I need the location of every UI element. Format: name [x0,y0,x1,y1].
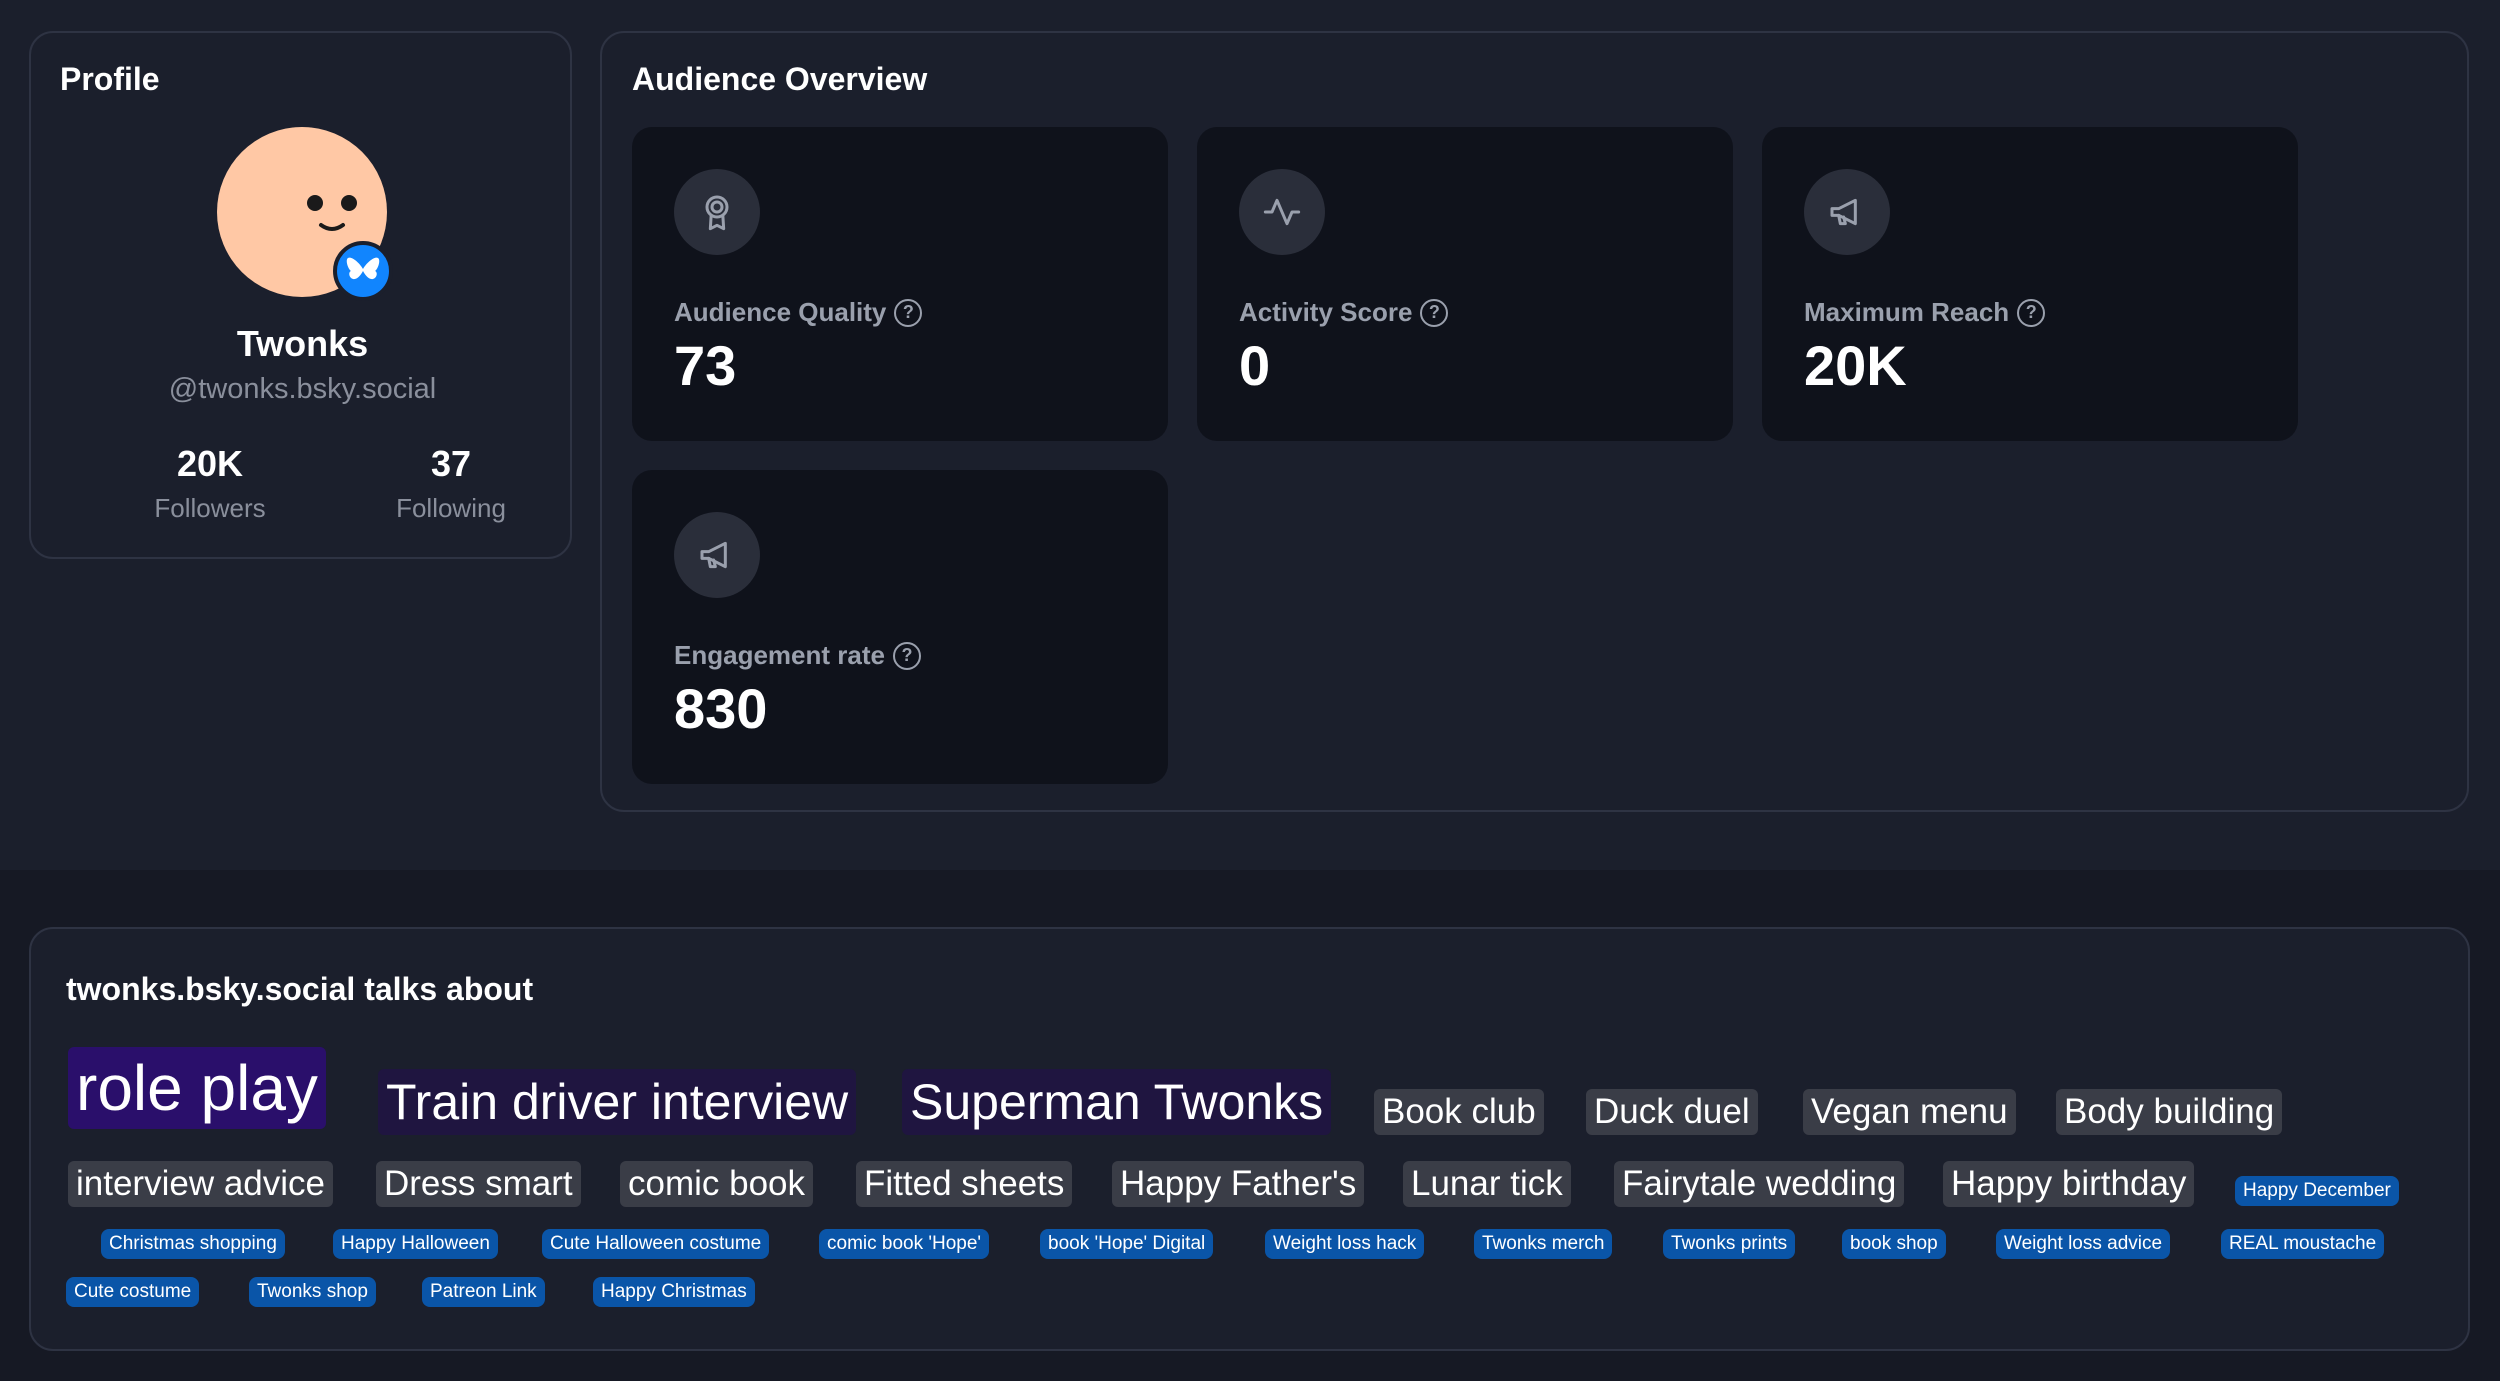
profile-handle[interactable]: @twonks.bsky.social [168,373,437,405]
topics-title: twonks.bsky.social talks about [66,971,534,1007]
topic-tag[interactable]: Happy Halloween [333,1229,498,1259]
metric-label: Maximum Reach [1804,297,2010,327]
metric-label: Engagement rate [674,640,885,670]
topic-tag[interactable]: Twonks prints [1663,1229,1796,1259]
following-stat[interactable]: 37 Following [331,443,571,524]
topic-tag[interactable]: Happy birthday [1943,1161,2195,1207]
topic-tag[interactable]: Weight loss advice [1996,1229,2171,1259]
metric-value: 830 [674,677,768,740]
topic-tag[interactable]: interview advice [68,1161,333,1207]
topic-tag[interactable]: Weight loss hack [1265,1229,1425,1259]
followers-label: Followers [154,493,266,523]
following-count: 37 [430,443,472,484]
metric-maximum-reach: Maximum Reach ? 20K [1762,127,2298,441]
profile-title: Profile [60,61,160,97]
help-icon[interactable]: ? [2017,298,2046,327]
topic-tag[interactable]: Twonks merch [1474,1229,1613,1259]
help-icon[interactable]: ? [1420,298,1449,327]
topic-tag[interactable]: Cute costume [66,1277,200,1307]
topic-tag[interactable]: Fairytale wedding [1614,1161,1905,1207]
topic-tag[interactable]: Dress smart [376,1161,581,1207]
topic-tag[interactable]: Happy December [2235,1176,2399,1206]
megaphone-icon [1804,169,1890,255]
topic-tag[interactable]: Happy Christmas [593,1277,755,1307]
topic-tag[interactable]: Superman Twonks [902,1069,1332,1135]
topic-tag[interactable]: book shop [1842,1229,1946,1259]
topic-tag[interactable]: Body building [2056,1089,2283,1135]
topic-tag[interactable]: book 'Hope' Digital [1040,1229,1214,1259]
metric-value: 73 [674,334,737,397]
topic-tag[interactable]: Christmas shopping [101,1229,285,1259]
help-icon[interactable]: ? [894,298,923,327]
topic-tag[interactable]: Fitted sheets [856,1161,1073,1207]
metric-engagement-rate: Engagement rate ? 830 [632,470,1168,784]
profile-name: Twonks [236,323,369,364]
topic-tag[interactable]: Twonks shop [249,1277,376,1307]
topic-tag[interactable]: Lunar tick [1403,1161,1571,1207]
topic-tag[interactable]: role play [68,1047,326,1129]
topics-card: twonks.bsky.social talks about role play… [29,927,2470,1351]
avatar[interactable] [217,127,393,301]
activity-icon [1239,169,1325,255]
metric-activity-score: Activity Score ? 0 [1197,127,1733,441]
topic-tag[interactable]: REAL moustache [2221,1229,2385,1259]
following-label: Following [396,493,506,523]
metric-label: Audience Quality [674,297,887,327]
metric-label: Activity Score [1239,297,1413,327]
followers-count: 20K [176,443,244,484]
topic-tag[interactable]: Vegan menu [1803,1089,2016,1135]
award-icon [674,169,760,255]
help-icon[interactable]: ? [892,641,921,670]
butterfly-icon [333,241,393,301]
profile-card: Profile Twonks @twonks.bsky.social 20K F… [29,31,572,559]
topic-tag[interactable]: Patreon Link [422,1277,545,1307]
metric-value: 0 [1239,334,1271,397]
topic-tag[interactable]: comic book [620,1161,814,1207]
followers-stat[interactable]: 20K Followers [90,443,330,524]
metric-value: 20K [1804,334,1907,397]
topic-tag[interactable]: Train driver interview [378,1069,857,1135]
topic-tag[interactable]: comic book 'Hope' [819,1229,990,1259]
audience-overview-card: Audience Overview Audience Quality ? 73 … [600,31,2469,812]
audience-title: Audience Overview [632,61,928,97]
megaphone-icon [674,512,760,598]
topic-tag[interactable]: Happy Father's [1112,1161,1365,1207]
metric-audience-quality: Audience Quality ? 73 [632,127,1168,441]
topic-tag[interactable]: Book club [1374,1089,1544,1135]
topic-tag[interactable]: Duck duel [1586,1089,1758,1135]
topic-tag[interactable]: Cute Halloween costume [542,1229,770,1259]
